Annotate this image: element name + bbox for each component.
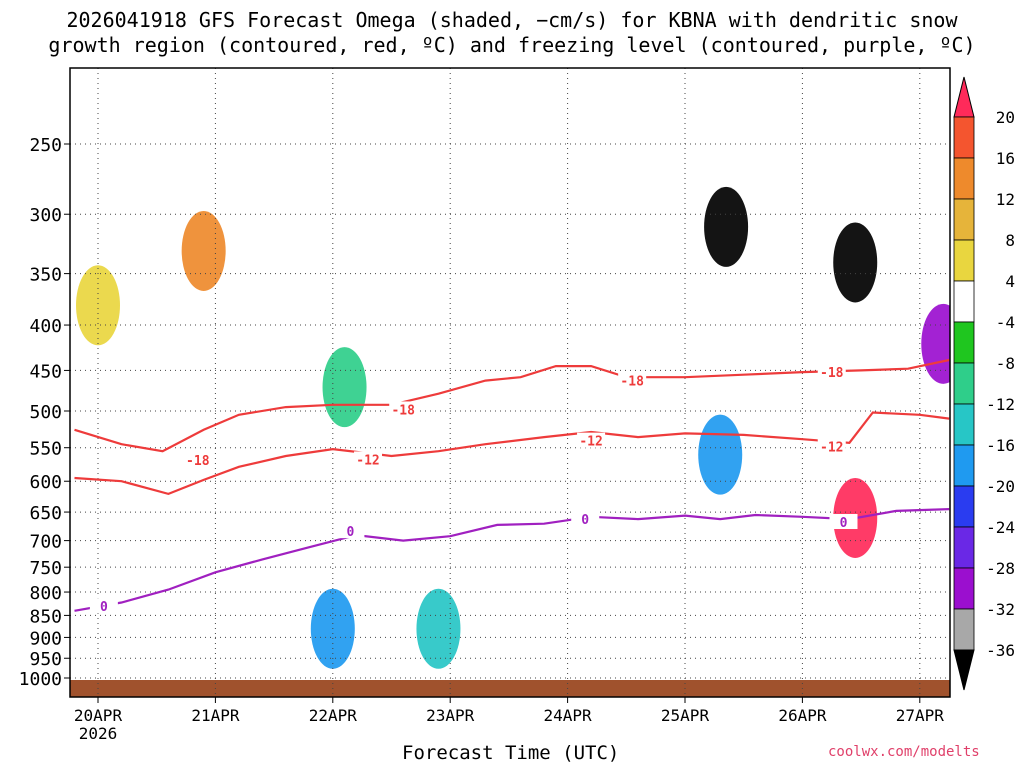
y-tick-label: 800: [29, 583, 62, 604]
colorbar-tick-label: -36: [986, 641, 1015, 660]
x-tick-label: 26APR: [778, 706, 827, 725]
colorbar-segment: [953, 157, 975, 200]
colorbar-segment: [953, 444, 975, 487]
y-tick-label: 350: [29, 265, 62, 286]
contour-2: [74, 508, 950, 612]
colorbar-segment: [953, 608, 975, 651]
colorbar-segment: [953, 239, 975, 282]
y-tick-label: 850: [29, 606, 62, 627]
colorbar-tick-label: -28: [986, 559, 1015, 578]
y-tick-label: 700: [29, 532, 62, 553]
x-tick-label: 25APR: [661, 706, 710, 725]
colorbar-segment: [953, 280, 975, 323]
y-axis: 2503003504004505005506006507007508008509…: [19, 135, 70, 690]
contour-label-background: [571, 511, 600, 527]
contour-label: -18: [391, 403, 415, 418]
y-tick-label: 600: [29, 472, 62, 493]
contour-label-background: [389, 401, 418, 417]
contour-label: -12: [820, 440, 843, 455]
y-tick-label: 500: [29, 402, 62, 423]
omega-region-7: [833, 222, 878, 303]
contour-label-background: [577, 432, 606, 448]
grid-lines: [70, 68, 950, 697]
contour-label: 0: [100, 600, 108, 615]
colorbar-segment: [953, 485, 975, 528]
colorbar-segment: [953, 198, 975, 241]
y-tick-label: 300: [29, 205, 62, 226]
plot-frame: [69, 67, 951, 698]
contour-label: 0: [346, 525, 354, 540]
title-line-1: 2026041918 GFS Forecast Omega (shaded, −…: [66, 8, 958, 32]
colorbar-segment: [953, 526, 975, 569]
y-tick-label: 900: [29, 628, 62, 649]
contour-label-background: [829, 514, 858, 530]
y-tick-label: 550: [29, 439, 62, 460]
y-tick-label: 400: [29, 316, 62, 337]
contour-label: -18: [620, 375, 644, 390]
x-tick-year-label: 2026: [79, 724, 118, 743]
contour-label: 0: [581, 513, 589, 528]
colorbar-segment: [953, 567, 975, 610]
contour-lines: -18 -18 -18 -18 -12 -12 -12 0 0 0 0: [74, 358, 950, 615]
colorbar-bottom-arrow: [953, 649, 975, 691]
colorbar-tick-label: 12: [996, 190, 1015, 209]
colorbar-top-arrow: [953, 76, 975, 118]
colorbar-segment: [953, 403, 975, 446]
colorbar-tick-label: -16: [986, 436, 1015, 455]
colorbar-tick-label: -20: [986, 477, 1015, 496]
contour-label-background: [354, 451, 383, 467]
x-tick-label: 23APR: [426, 706, 475, 725]
contour-label: 0: [840, 516, 848, 531]
colorbar-tick-label: 20: [996, 108, 1015, 127]
colorbar-tick-label: 4: [1005, 272, 1015, 291]
colorbar-tick-label: -12: [986, 395, 1015, 414]
colorbar-tick-label: 16: [996, 149, 1015, 168]
colorbar: 20 16 12 8 4 -4 -8 -12 -16 -20 -24 -28 -32 -36: [953, 76, 1015, 691]
omega-region-0: [76, 265, 120, 346]
contour-label-background: [817, 364, 846, 380]
omega-region-5: [698, 414, 743, 495]
x-axis: 20APR 21APR 22APR 23APR 24APR 25APR 26APR 27APR…: [74, 697, 944, 743]
colorbar-segment: [953, 321, 975, 364]
x-tick-label: 21APR: [191, 706, 240, 725]
colorbar-segment: [953, 362, 975, 405]
colorbar-tick-label: -8: [996, 354, 1015, 373]
colorbar-tick-label: -24: [986, 518, 1015, 537]
x-tick-label: 24APR: [544, 706, 593, 725]
colorbar-segment: [953, 116, 975, 159]
contour-0: [74, 358, 950, 453]
colorbar-tick-label: -32: [986, 600, 1015, 619]
title-line-2: growth region (contoured, red, ºC) and f…: [48, 33, 976, 57]
colorbar-tick-label: 8: [1005, 231, 1015, 250]
omega-region-6: [704, 186, 749, 267]
x-axis-title: Forecast Time (UTC): [402, 742, 620, 764]
contour-label-background: [618, 372, 647, 388]
contour-label: -18: [186, 454, 210, 469]
contour-label: -12: [356, 453, 379, 468]
y-tick-label: 950: [29, 649, 62, 670]
y-tick-label: 1000: [19, 669, 62, 690]
y-tick-label: 650: [29, 503, 62, 524]
footer-url: coolwx.com/modelts: [828, 744, 980, 760]
omega-region-4: [416, 588, 461, 669]
x-tick-label: 22APR: [309, 706, 358, 725]
contour-label: -18: [820, 366, 844, 381]
omega-region-1: [181, 210, 226, 291]
contour-label-background: [183, 452, 212, 468]
chart-title: 2026041918 GFS Forecast Omega (shaded, −…: [0, 8, 1024, 58]
contour-label-background: [336, 523, 365, 539]
ground-below-surface: [70, 680, 950, 697]
contour-label-background: [817, 438, 846, 454]
omega-region-2: [322, 347, 367, 428]
contour-label: -12: [579, 435, 602, 450]
x-tick-label: 20APR: [74, 706, 123, 725]
y-tick-label: 450: [29, 361, 62, 382]
x-tick-label: 27APR: [896, 706, 945, 725]
contour-label-background: [89, 598, 118, 614]
y-tick-label: 250: [29, 135, 62, 156]
y-tick-label: 750: [29, 558, 62, 579]
colorbar-tick-label: -4: [996, 313, 1015, 332]
